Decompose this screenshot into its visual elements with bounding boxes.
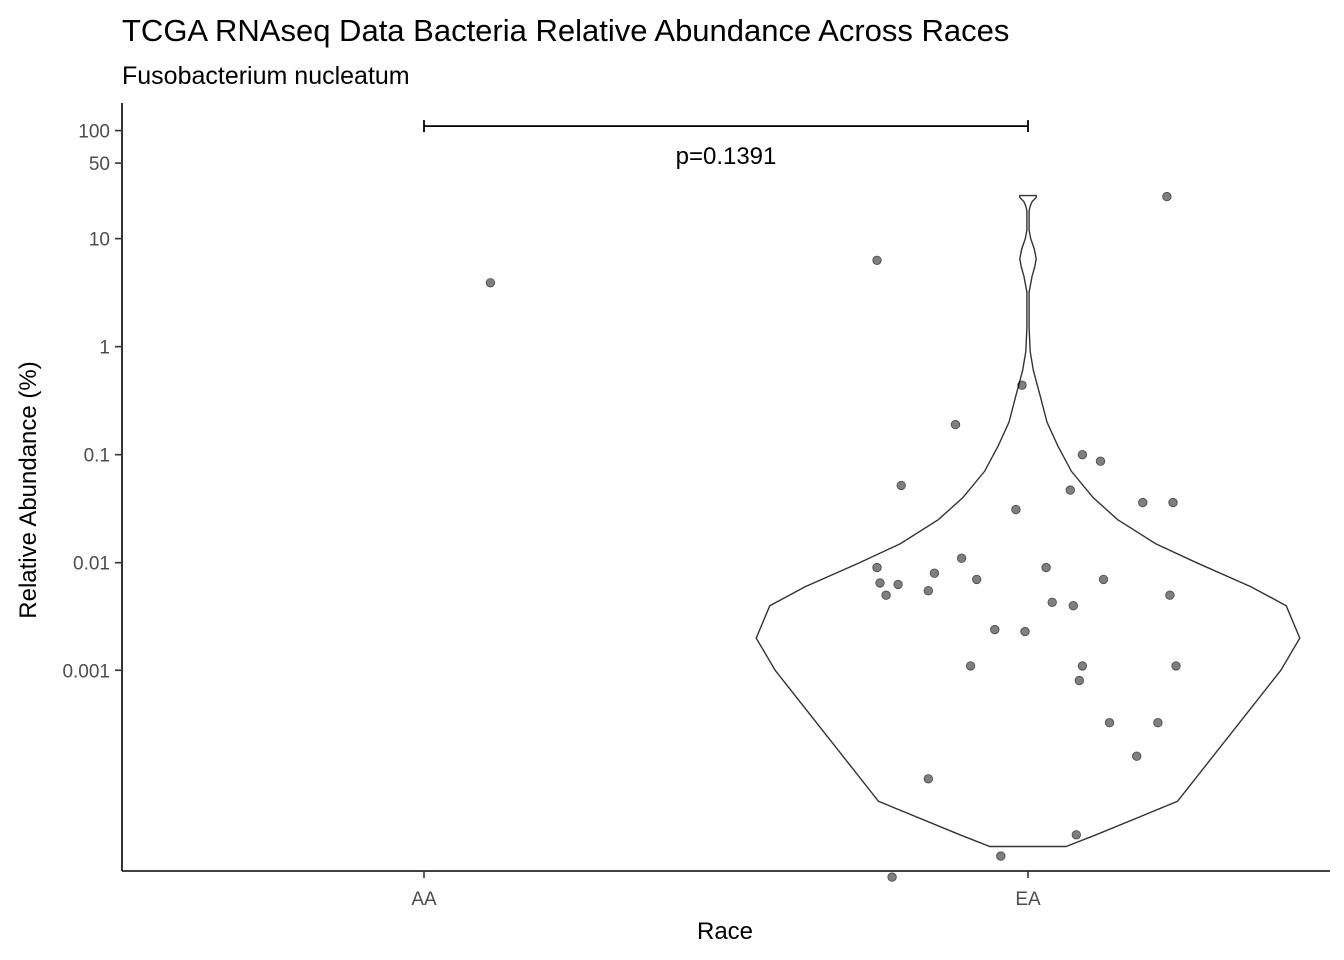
data-point xyxy=(1162,191,1172,202)
data-point xyxy=(893,579,903,590)
y-axis-title: Relative Abundance (%) xyxy=(15,361,42,618)
data-point xyxy=(896,480,906,491)
data-point xyxy=(887,872,897,882)
data-point xyxy=(1138,497,1148,508)
x-axis: AA EA xyxy=(122,870,1330,910)
violin-ea xyxy=(755,194,1301,848)
data-point xyxy=(1047,597,1057,608)
data-point xyxy=(1095,456,1106,466)
data-point xyxy=(1074,675,1085,686)
p-value-label: p=0.1391 xyxy=(676,143,777,170)
data-point xyxy=(872,562,882,573)
significance-bracket: p=0.1391 xyxy=(423,120,1029,170)
data-point xyxy=(923,774,934,784)
data-point xyxy=(881,590,891,600)
data-point xyxy=(485,278,496,288)
data-point xyxy=(1168,497,1178,508)
data-point xyxy=(1131,751,1142,761)
violin-layer xyxy=(755,194,1301,848)
data-point xyxy=(875,578,885,588)
x-tick-label-aa: AA xyxy=(411,889,437,910)
data-point xyxy=(996,851,1006,861)
data-point xyxy=(1098,574,1109,585)
data-point xyxy=(972,574,982,585)
x-tick-label-ea: EA xyxy=(1015,889,1041,910)
y-tick-label: 0.1 xyxy=(84,446,110,467)
data-point xyxy=(1171,661,1181,671)
data-point xyxy=(1165,590,1175,600)
y-tick-label: 0.001 xyxy=(62,661,110,682)
y-axis: 0.001 0.01 0.1 1 10 50 100 xyxy=(62,103,123,871)
y-tick-label: 100 xyxy=(78,122,110,143)
chart-subtitle: Fusobacterium nucleatum xyxy=(122,62,410,90)
data-point xyxy=(1068,601,1079,611)
data-point xyxy=(1077,450,1088,460)
data-point xyxy=(923,586,934,596)
data-point xyxy=(956,553,967,563)
data-point xyxy=(1011,504,1021,515)
data-point xyxy=(1153,718,1163,728)
y-tick-label: 50 xyxy=(89,154,110,175)
data-point xyxy=(1065,485,1076,495)
y-tick-label: 1 xyxy=(99,338,110,359)
data-point xyxy=(965,661,976,671)
data-point xyxy=(929,568,940,578)
chart-title: TCGA RNAseq Data Bacteria Relative Abund… xyxy=(122,13,1009,48)
y-tick-label: 10 xyxy=(89,230,110,251)
data-point xyxy=(1071,830,1082,840)
y-tick-label: 0.01 xyxy=(73,554,110,575)
data-point xyxy=(1104,718,1115,728)
points-layer xyxy=(485,191,1181,882)
x-axis-title: Race xyxy=(697,918,753,945)
data-point xyxy=(1077,661,1088,671)
data-point xyxy=(1020,626,1030,637)
data-point xyxy=(1017,380,1027,390)
data-point xyxy=(990,624,1000,635)
data-point xyxy=(950,419,961,430)
data-point xyxy=(1041,562,1051,573)
data-point xyxy=(872,255,882,265)
